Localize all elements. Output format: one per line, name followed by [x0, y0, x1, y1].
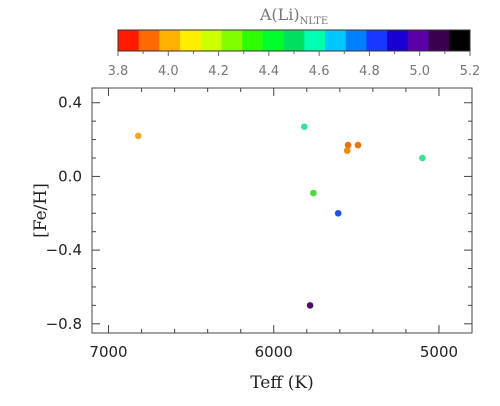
colorbar-segment	[242, 30, 264, 51]
colorbar-segment	[304, 30, 326, 51]
colorbar-segment	[428, 30, 450, 51]
y-axis-label: [Fe/H]	[31, 183, 51, 238]
colorbar-tick-label: 4.4	[259, 64, 280, 79]
colorbar-segment	[325, 30, 347, 51]
colorbar-segment	[283, 30, 305, 51]
colorbar-ticks: 3.8 4.0 4.2 4.4 4.6 4.8 5.0 5.2	[108, 51, 481, 79]
colorbar-tick-label: 5.0	[409, 64, 430, 79]
data-point	[354, 141, 362, 149]
colorbar-segment	[366, 30, 388, 51]
colorbar-tick-label: 4.6	[309, 64, 330, 79]
colorbar-segment	[387, 30, 409, 51]
colorbar-segment	[262, 30, 285, 51]
colorbar-segment	[159, 30, 181, 51]
axis-ticks: 7000 6000 5000 0.4 0.0 −0.4 −0.8	[46, 88, 473, 361]
x-axis-label: Teff (K)	[250, 373, 314, 393]
data-point	[134, 132, 142, 140]
colorbar-segment	[345, 30, 367, 51]
colorbar-segment	[138, 30, 160, 51]
colorbar-segment	[118, 30, 140, 51]
data-point	[419, 154, 426, 162]
colorbar	[117, 29, 471, 52]
colorbar-tick-label: 4.2	[208, 64, 229, 79]
data-point	[343, 147, 351, 154]
colorbar-tick-label: 4.0	[158, 64, 179, 79]
colorbar-segment	[200, 30, 223, 51]
colorbar-tick-label: 5.2	[460, 64, 481, 79]
colorbar-segment	[449, 30, 471, 51]
colorbar-tick-label: 4.8	[359, 64, 380, 79]
data-point	[334, 209, 342, 217]
data-point	[344, 141, 352, 149]
x-tick-label: 7000	[89, 343, 127, 361]
y-tick-label: 0.4	[58, 94, 82, 112]
colorbar-segment	[221, 30, 243, 51]
data-point	[301, 123, 308, 130]
colorbar-tick-label: 3.8	[108, 64, 129, 79]
y-tick-label: −0.8	[46, 315, 82, 333]
data-point	[306, 302, 314, 309]
y-tick-label: 0.0	[58, 167, 82, 185]
y-tick-label: −0.4	[46, 241, 82, 259]
colorbar-title: A(Li)NLTE	[259, 5, 328, 27]
data-points	[134, 123, 426, 309]
plot-frame	[91, 87, 473, 334]
data-point	[310, 189, 317, 197]
colorbar-segment	[180, 30, 202, 51]
x-tick-label: 6000	[255, 343, 293, 361]
x-tick-label: 5000	[420, 343, 458, 361]
colorbar-segment	[407, 30, 430, 51]
